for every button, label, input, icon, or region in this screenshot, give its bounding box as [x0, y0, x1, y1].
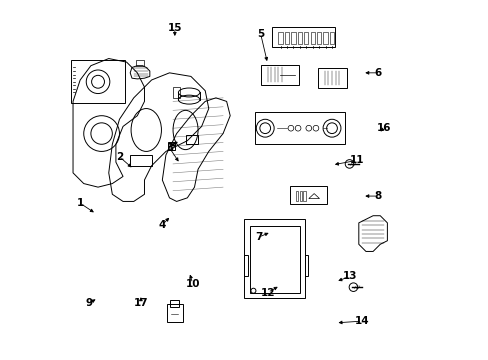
Bar [304, 32, 308, 44]
Bar [303, 191, 305, 202]
Text: 16: 16 [376, 123, 390, 133]
Text: 11: 11 [349, 156, 364, 165]
Bar [297, 32, 302, 44]
Bar [299, 191, 302, 202]
Bar [291, 32, 295, 44]
Bar [316, 32, 321, 44]
Text: 10: 10 [185, 279, 200, 289]
Text: 13: 13 [342, 271, 356, 282]
Bar [185, 135, 198, 144]
Bar [130, 155, 151, 166]
Bar [278, 32, 282, 44]
Bar [310, 32, 314, 44]
Text: 3: 3 [165, 143, 173, 153]
Text: 2: 2 [116, 152, 123, 162]
Text: 4: 4 [158, 220, 166, 230]
Bar [285, 32, 288, 44]
Text: 14: 14 [354, 316, 369, 326]
Bar [244, 255, 247, 276]
Bar [296, 191, 298, 202]
Text: 5: 5 [256, 28, 264, 39]
Bar [173, 87, 180, 98]
Bar [170, 300, 179, 307]
Text: 7: 7 [255, 232, 262, 242]
Bar [329, 32, 333, 44]
Text: 1: 1 [77, 198, 83, 208]
Bar [167, 143, 175, 150]
Text: 15: 15 [167, 23, 182, 33]
Bar [304, 255, 308, 276]
Text: 12: 12 [260, 288, 274, 297]
Text: 17: 17 [133, 298, 148, 308]
Bar [135, 60, 144, 66]
Bar [323, 32, 327, 44]
Text: 6: 6 [374, 68, 381, 78]
Bar [249, 226, 299, 293]
Text: 8: 8 [374, 191, 381, 201]
Text: 9: 9 [85, 298, 93, 308]
